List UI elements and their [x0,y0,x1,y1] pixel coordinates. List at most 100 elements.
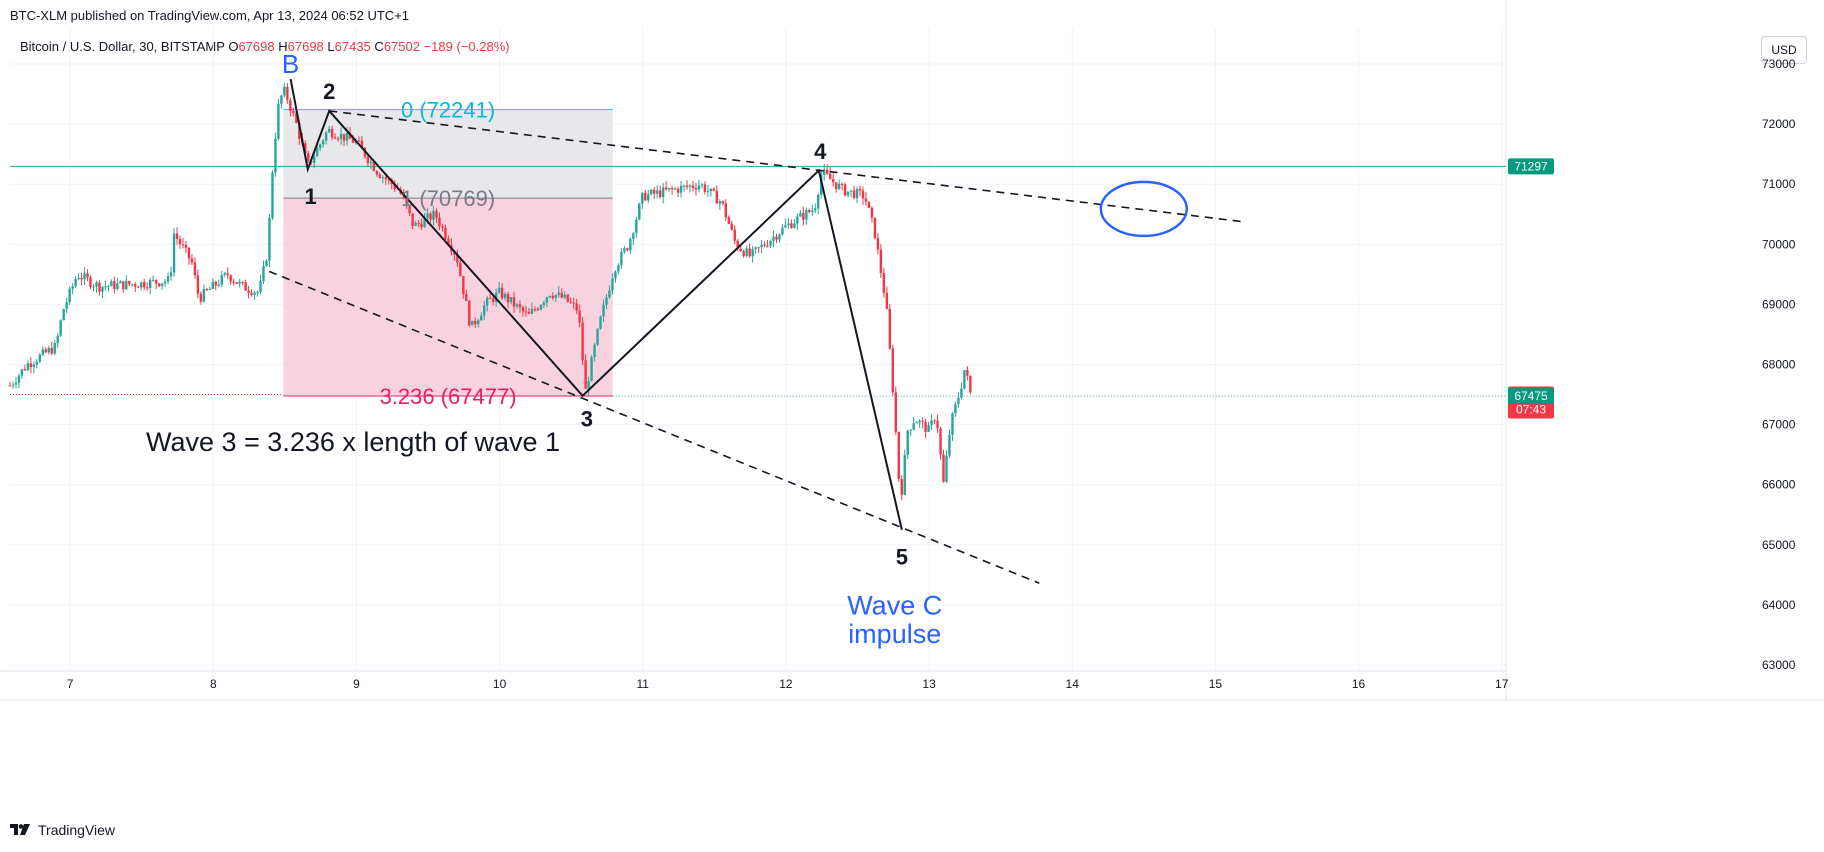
candle-body [605,297,608,305]
symbol-description: Bitcoin / U.S. Dollar, 30, BITSTAMP [20,39,225,54]
candle-body [593,344,596,357]
candle-body [14,382,18,385]
annotation-3: 1 [305,184,317,209]
candle-body [742,251,745,257]
candle-body [763,244,766,246]
candle-body [548,295,552,298]
candle-body [131,284,134,286]
candle-body [438,217,441,227]
candle-body [858,188,862,191]
candle-body [86,273,89,278]
candle-body [933,420,936,422]
candle-body [468,301,471,326]
candle-body [903,455,906,495]
price-label-box-1 [1508,158,1554,175]
fib-label-0: 0 (72241) [401,98,495,123]
candle-body [295,112,298,123]
price-tick-label: 69000 [1762,297,1796,311]
candle-body [837,183,841,189]
candle-body [602,304,605,317]
price-tick-label: 73000 [1762,57,1796,71]
candle-body [217,284,220,286]
tradingview-brand[interactable]: TradingView [10,822,115,838]
candle-body [584,360,587,389]
price-tick-label: 64000 [1762,598,1796,612]
candle-body [879,249,883,274]
candle-body [849,190,853,192]
candle-body [614,271,617,279]
candle-body [709,188,713,192]
annotation-6: 5 [896,545,908,570]
candle-body [65,302,68,310]
candle-body [262,265,265,282]
candle-body [345,132,349,141]
candle-body [140,282,143,288]
candle-body [8,385,12,387]
candle-body [647,194,650,201]
candle-body [274,138,277,173]
symbol-legend: Bitcoin / U.S. Dollar, 30, BITSTAMP O676… [20,39,510,54]
candle-body [119,281,122,284]
candle-body [137,286,140,288]
candle-body [885,292,889,309]
candle-body [74,279,77,287]
price-label-3: 67475 [1514,389,1548,403]
candle-body [748,248,751,257]
candle-body [324,132,328,141]
candle-body [757,247,760,249]
candle-body [912,423,915,430]
candle-body [772,236,775,241]
candle-body [286,86,289,101]
candle-body [778,234,781,240]
price-tick-label: 67000 [1762,418,1796,432]
candle-body [945,455,948,482]
candle-body [566,294,569,302]
candle-body [62,309,65,321]
candle-body [673,188,677,190]
candle-body [724,203,727,218]
candle-body [292,111,295,113]
candle-body [685,185,689,187]
candle-body [485,297,489,306]
candle-body [271,172,274,218]
candle-body [706,191,710,193]
candle-body [483,305,486,316]
candle-body [894,392,897,432]
candle-body [426,213,429,219]
candle-body [506,293,510,303]
candle-body [611,278,614,291]
candle-body [787,223,790,226]
candle-body [327,128,331,133]
candle-body [730,223,733,230]
candle-body [942,454,945,482]
candle-body [608,290,611,298]
candle-body [503,293,507,299]
candle-body [915,422,918,424]
candle-body [68,288,71,303]
candle-body [160,283,164,287]
candle-body [632,233,635,240]
candle-body [393,184,396,189]
candle-body [372,162,376,171]
ohlc-low: L67435 [327,39,371,54]
candle-body [298,122,301,139]
candle-body [623,248,626,252]
candle-body [551,295,555,299]
currency-button[interactable]: USD [1761,36,1807,64]
annotation-7: Wave 3 = 3.236 x length of wave 1 [146,427,560,457]
candle-body [655,190,659,194]
brand-label: TradingView [38,822,116,838]
candle-body [199,293,203,302]
time-tick-label: 15 [1209,677,1223,691]
candle-body [47,347,50,353]
candle-body [125,280,128,290]
candle-body [456,254,459,263]
candle-body [396,188,399,190]
annotation-9: impulse [848,619,941,649]
candle-body [283,86,286,96]
candle-body [626,248,629,251]
candle-body [527,311,531,314]
candle-body [226,273,229,276]
candle-body [259,281,262,292]
